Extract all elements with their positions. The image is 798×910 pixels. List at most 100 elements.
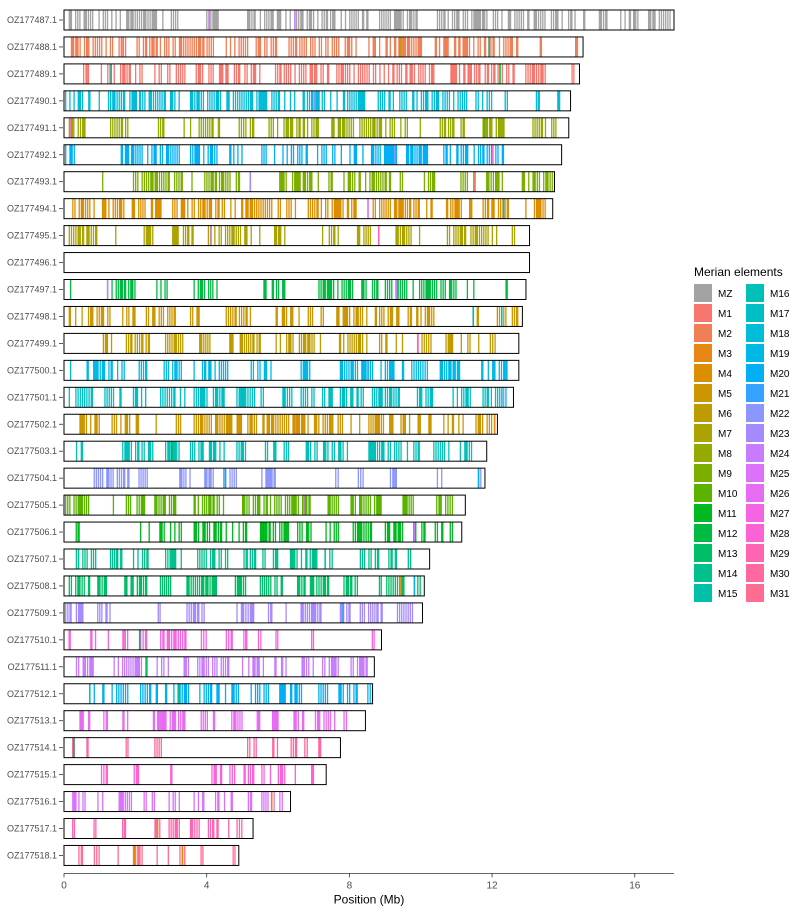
element-stripe (457, 90, 459, 111)
element-stripe (312, 764, 315, 785)
element-stripe (251, 90, 254, 111)
element-stripe (75, 656, 78, 677)
element-stripe (324, 656, 326, 677)
element-stripe (451, 10, 454, 30)
element-stripe (204, 522, 206, 543)
element-stripe (165, 710, 167, 731)
element-stripe (196, 144, 199, 165)
element-stripe (157, 117, 160, 138)
element-stripe (250, 225, 252, 246)
element-stripe (487, 225, 489, 246)
element-stripe (301, 144, 303, 165)
element-stripe (404, 414, 406, 435)
element-stripe (365, 522, 367, 543)
legend-key (746, 584, 764, 602)
element-stripe (314, 710, 317, 731)
element-stripe (215, 522, 217, 543)
element-stripe (249, 10, 251, 30)
chromosome-row (63, 171, 555, 193)
element-stripe (242, 387, 246, 408)
element-stripe (351, 36, 353, 57)
element-stripe (99, 468, 102, 489)
element-stripe (262, 387, 264, 408)
element-stripe (294, 683, 297, 704)
element-stripe (233, 468, 235, 489)
element-stripe (448, 441, 450, 462)
element-stripe (256, 656, 259, 677)
element-stripe (180, 198, 184, 219)
element-stripe (400, 198, 403, 219)
element-stripe (203, 683, 205, 704)
element-stripe (206, 387, 208, 408)
element-stripe (124, 414, 128, 435)
element-stripe (481, 360, 484, 381)
element-stripe (412, 144, 414, 165)
element-stripe (505, 360, 508, 381)
legend-item: M27 (746, 504, 790, 522)
element-stripe (435, 441, 437, 462)
element-stripe (397, 522, 400, 543)
element-stripe (160, 656, 163, 677)
element-stripe (126, 414, 129, 435)
element-stripe (260, 387, 262, 408)
element-stripe (473, 10, 476, 30)
element-stripe (413, 360, 415, 381)
element-stripe (243, 602, 245, 623)
element-stripe (476, 306, 480, 327)
element-stripe (365, 279, 367, 300)
element-stripe (567, 10, 570, 30)
element-stripe (311, 629, 313, 650)
element-stripe (108, 468, 110, 489)
element-stripe (229, 333, 232, 354)
element-stripe (121, 198, 123, 219)
element-stripe (419, 36, 423, 57)
element-stripe (373, 171, 375, 192)
element-stripe (176, 360, 178, 381)
element-stripe (243, 549, 245, 569)
element-stripe (239, 710, 241, 731)
element-stripe (317, 10, 319, 30)
element-stripe (183, 468, 185, 489)
element-stripe (128, 279, 130, 300)
element-stripe (249, 414, 252, 435)
element-stripe (164, 683, 168, 704)
element-stripe (154, 818, 157, 839)
element-stripe (318, 279, 320, 300)
element-stripe (298, 333, 301, 354)
element-stripe (99, 360, 101, 381)
element-stripe (365, 656, 368, 677)
element-stripe (266, 575, 268, 596)
element-stripe (133, 198, 136, 219)
element-stripe-other (492, 144, 494, 165)
element-stripe (406, 225, 408, 246)
element-stripe (322, 306, 324, 327)
element-stripe (380, 575, 382, 596)
element-stripe (221, 387, 224, 408)
element-stripe (356, 575, 359, 596)
element-stripe (138, 468, 140, 489)
element-stripe (355, 683, 358, 704)
element-stripe-other (493, 414, 496, 435)
chromosome-outline (63, 90, 572, 112)
element-stripe (363, 225, 365, 246)
legend-label: M2 (718, 329, 732, 340)
element-stripe (450, 63, 453, 84)
element-stripe (165, 575, 168, 596)
element-stripe (143, 171, 145, 192)
element-stripe (115, 10, 117, 30)
element-stripe (122, 63, 125, 84)
element-stripe (316, 441, 318, 462)
element-stripe (140, 10, 143, 30)
element-stripe (313, 387, 315, 408)
element-stripe (309, 441, 312, 462)
element-stripe (318, 414, 320, 435)
legend-label: M10 (718, 489, 738, 500)
element-stripe (237, 63, 241, 84)
element-stripe (140, 629, 142, 650)
element-stripe (406, 144, 409, 165)
element-stripe (112, 387, 115, 408)
element-stripe (77, 10, 79, 30)
element-stripe (436, 468, 439, 489)
element-stripe (235, 468, 237, 489)
element-stripe (203, 629, 205, 650)
